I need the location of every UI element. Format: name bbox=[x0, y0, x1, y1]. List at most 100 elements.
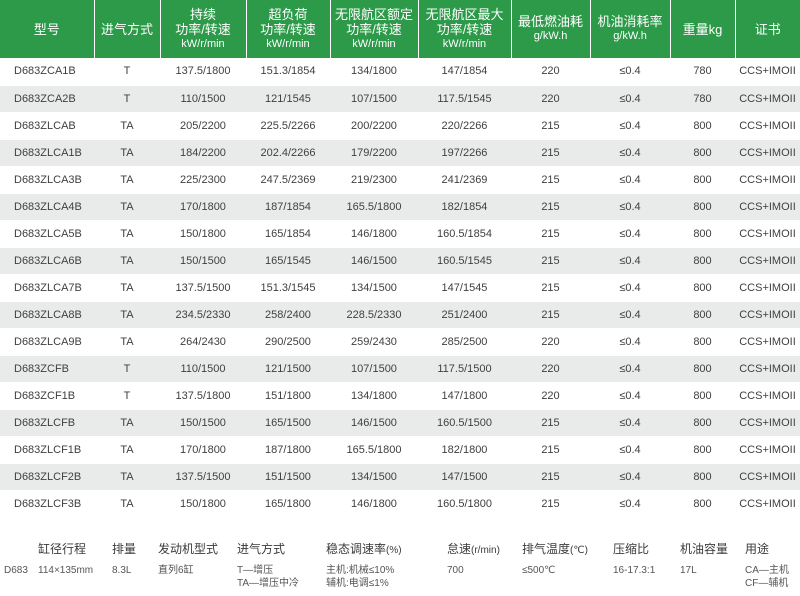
header-model: 型号 bbox=[0, 0, 95, 58]
speed-regulation-value: 主机:机械≤10% 辅机:电调≤1% bbox=[326, 565, 395, 589]
continuous-power-cell: 150/1500 bbox=[160, 409, 246, 437]
overload-power-cell: 187/1800 bbox=[246, 436, 330, 464]
engine-spec-table: 型号 进气方式 持续 功率/转速 kW/r/min 超负荷 功率/转速 kW/r/min… bbox=[0, 0, 800, 518]
header-fuel-consumption: 最低燃油耗 g/kW.h bbox=[511, 0, 591, 58]
exhaust-temp-label: 排气温度(℃) bbox=[522, 542, 588, 556]
speed-regulation-label: 稳态调速率(%) bbox=[326, 542, 402, 556]
intake-cell: T bbox=[94, 58, 160, 86]
weight-cell: 800 bbox=[670, 328, 735, 356]
oil-consumption-cell: ≤0.4 bbox=[590, 166, 670, 194]
continuous-power-cell: 264/2430 bbox=[160, 328, 246, 356]
intake-cell: TA bbox=[94, 328, 160, 356]
certificate-cell: CCS+IMOII bbox=[735, 274, 800, 302]
certificate-cell: CCS+IMOII bbox=[735, 247, 800, 275]
certificate-cell: CCS+IMOII bbox=[735, 382, 800, 410]
usage-value: CA—主机 CF—辅机 bbox=[745, 565, 789, 589]
fuel-consumption-cell: 215 bbox=[511, 436, 590, 464]
continuous-power-cell: 110/1500 bbox=[160, 355, 246, 383]
rated-power-cell: 134/1500 bbox=[330, 463, 418, 491]
engine-type-value: 直列6缸 bbox=[158, 565, 194, 576]
intake-value: T—增压 TA—增压中冷 bbox=[237, 565, 300, 589]
weight-cell: 800 bbox=[670, 490, 735, 518]
fuel-consumption-cell: 215 bbox=[511, 274, 590, 302]
continuous-power-cell: 137.5/1800 bbox=[160, 382, 246, 410]
intake-cell: TA bbox=[94, 409, 160, 437]
rated-power-cell: 146/1800 bbox=[330, 220, 418, 248]
certificate-cell: CCS+IMOII bbox=[735, 112, 800, 140]
fuel-consumption-cell: 215 bbox=[511, 220, 590, 248]
table-row: D683ZLCA5B TA 150/1800 165/1854 146/1800 160.… bbox=[0, 220, 800, 248]
weight-cell: 800 bbox=[670, 112, 735, 140]
oil-consumption-cell: ≤0.4 bbox=[590, 490, 670, 518]
overload-power-cell: 247.5/2369 bbox=[246, 166, 330, 194]
overload-power-cell: 165/1800 bbox=[246, 490, 330, 518]
continuous-power-cell: 150/1500 bbox=[160, 247, 246, 275]
model-cell: D683ZCF1B bbox=[0, 382, 94, 410]
overload-power-cell: 151.3/1854 bbox=[246, 58, 330, 86]
rated-power-cell: 146/1500 bbox=[330, 409, 418, 437]
certificate-cell: CCS+IMOII bbox=[735, 355, 800, 383]
rated-power-cell: 200/2200 bbox=[330, 112, 418, 140]
certificate-cell: CCS+IMOII bbox=[735, 409, 800, 437]
model-cell: D683ZLCF2B bbox=[0, 463, 94, 491]
fuel-consumption-cell: 220 bbox=[511, 58, 590, 86]
header-overload-power: 超负荷 功率/转速 kW/r/min bbox=[246, 0, 331, 58]
overload-power-cell: 151/1500 bbox=[246, 463, 330, 491]
continuous-power-cell: 150/1800 bbox=[160, 220, 246, 248]
continuous-power-cell: 184/2200 bbox=[160, 139, 246, 167]
certificate-cell: CCS+IMOII bbox=[735, 220, 800, 248]
max-power-cell: 197/2266 bbox=[418, 139, 511, 167]
table-row: D683ZLCA3B TA 225/2300 247.5/2369 219/2300 24… bbox=[0, 166, 800, 194]
max-power-cell: 182/1854 bbox=[418, 193, 511, 221]
oil-capacity-value: 17L bbox=[680, 565, 697, 576]
overload-power-cell: 290/2500 bbox=[246, 328, 330, 356]
weight-cell: 780 bbox=[670, 58, 735, 86]
model-cell: D683ZLCA9B bbox=[0, 328, 94, 356]
max-power-cell: 160.5/1545 bbox=[418, 247, 511, 275]
rated-power-cell: 165.5/1800 bbox=[330, 193, 418, 221]
rated-power-cell: 219/2300 bbox=[330, 166, 418, 194]
model-cell: D683ZLCA8B bbox=[0, 301, 94, 329]
oil-capacity-label: 机油容量 bbox=[680, 542, 729, 556]
weight-cell: 800 bbox=[670, 355, 735, 383]
engine-type-label: 发动机型式 bbox=[158, 542, 219, 556]
displacement-value: 8.3L bbox=[112, 565, 132, 576]
overload-power-cell: 165/1500 bbox=[246, 409, 330, 437]
rated-power-cell: 107/1500 bbox=[330, 85, 418, 113]
weight-cell: 800 bbox=[670, 139, 735, 167]
compression-value: 16-17.3:1 bbox=[613, 565, 656, 576]
fuel-consumption-cell: 215 bbox=[511, 490, 590, 518]
certificate-cell: CCS+IMOII bbox=[735, 301, 800, 329]
model-cell: D683ZLCA4B bbox=[0, 193, 94, 221]
continuous-power-cell: 150/1800 bbox=[160, 490, 246, 518]
model-cell: D683ZCFB bbox=[0, 355, 94, 383]
overload-power-cell: 165/1545 bbox=[246, 247, 330, 275]
oil-consumption-cell: ≤0.4 bbox=[590, 382, 670, 410]
table-row: D683ZLCA1B TA 184/2200 202.4/2266 179/2200 19… bbox=[0, 139, 800, 167]
table-row: D683ZCA2B T 110/1500 121/1545 107/1500 117.5/… bbox=[0, 85, 800, 113]
certificate-cell: CCS+IMOII bbox=[735, 139, 800, 167]
intake-cell: T bbox=[94, 382, 160, 410]
rated-power-cell: 228.5/2330 bbox=[330, 301, 418, 329]
intake-cell: TA bbox=[94, 436, 160, 464]
rated-power-cell: 146/1800 bbox=[330, 490, 418, 518]
max-power-cell: 160.5/1500 bbox=[418, 409, 511, 437]
continuous-power-cell: 225/2300 bbox=[160, 166, 246, 194]
weight-cell: 800 bbox=[670, 247, 735, 275]
max-power-cell: 160.5/1854 bbox=[418, 220, 511, 248]
weight-cell: 800 bbox=[670, 301, 735, 329]
max-power-cell: 147/1854 bbox=[418, 58, 511, 86]
certificate-cell: CCS+IMOII bbox=[735, 463, 800, 491]
header-certificate: 证书 bbox=[735, 0, 800, 58]
header-rated-power: 无限航区额定 功率/转速 kW/r/min bbox=[330, 0, 419, 58]
fuel-consumption-cell: 215 bbox=[511, 463, 590, 491]
max-power-cell: 147/1500 bbox=[418, 463, 511, 491]
model-cell: D683ZLCA3B bbox=[0, 166, 94, 194]
model-cell: D683ZLCA5B bbox=[0, 220, 94, 248]
overload-power-cell: 187/1854 bbox=[246, 193, 330, 221]
bore-stroke-label: 缸径行程 bbox=[38, 542, 87, 556]
intake-cell: TA bbox=[94, 112, 160, 140]
weight-cell: 800 bbox=[670, 463, 735, 491]
usage-label: 用途 bbox=[745, 542, 770, 556]
intake-cell: TA bbox=[94, 166, 160, 194]
